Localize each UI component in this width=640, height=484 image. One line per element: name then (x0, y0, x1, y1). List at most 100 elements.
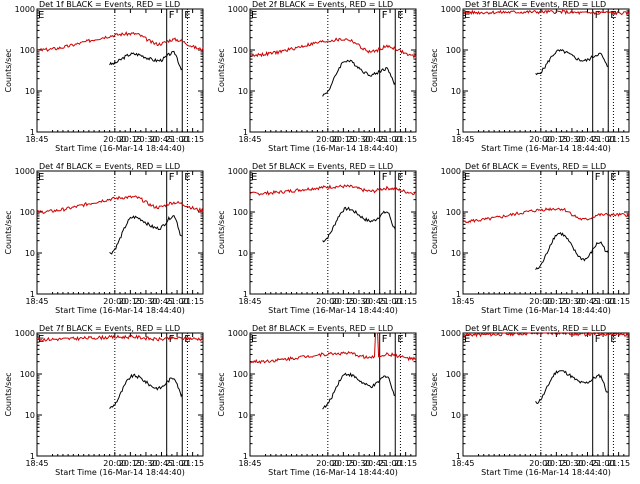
x-tick-label: 21:00 (592, 459, 615, 468)
y-axis-label: Counts/sec (4, 48, 13, 92)
x-tick-label: 18:45 (451, 297, 474, 306)
x-tick-label: 21:15 (394, 135, 417, 144)
y-axis-label: Counts/sec (4, 372, 13, 416)
chart-title: Det 1f BLACK = Events, RED = LLD (39, 0, 180, 9)
y-tick-label: 10 (25, 411, 35, 420)
chart-panel-9: Det 9f BLACK = Events, RED = LLD 1 10 100 10… (430, 324, 630, 477)
x-tick-label: 20:15 (332, 459, 355, 468)
x-tick-label: 20:45 (150, 459, 173, 468)
x-tick-label: 18:45 (238, 297, 261, 306)
x-tick-label: 20:15 (545, 459, 568, 468)
x-tick-label: 20:45 (150, 297, 173, 306)
y-tick-label: 100 (233, 370, 248, 379)
x-tick-label: 18:45 (238, 135, 261, 144)
x-axis-label: Start Time (16-Mar-14 18:44:40) (268, 144, 398, 153)
y-tick-label: 1000 (228, 5, 248, 14)
y-tick-label: 100 (446, 46, 461, 55)
chart-panel-5: Det 5f BLACK = Events, RED = LLD 1 10 100 10… (217, 162, 417, 315)
chart-panel-7: Det 7f BLACK = Events, RED = LLD 1 10 100 10… (4, 324, 204, 477)
y-tick-label: 100 (233, 208, 248, 217)
y-tick-label: 1 (243, 290, 248, 299)
plot-frame (462, 8, 630, 133)
series-line-events (535, 48, 609, 76)
x-tick-label: 20:00 (529, 297, 552, 306)
chart-panel-6: Det 6f BLACK = Events, RED = LLD 1 10 100 10… (430, 162, 630, 315)
y-tick-label: 10 (451, 249, 461, 258)
x-tick-label: 18:45 (238, 459, 261, 468)
chart-panel-2: Det 2f BLACK = Events, RED = LLD 1 10 100 10… (217, 0, 417, 153)
corner-marker-label: E (464, 10, 470, 21)
corner-marker-label: E (251, 10, 257, 21)
y-tick-label: 1000 (441, 329, 461, 338)
y-tick-label: 10 (238, 411, 248, 420)
x-tick-label: 20:00 (103, 135, 126, 144)
x-tick-label: 21:00 (592, 135, 615, 144)
series-line-lld (249, 332, 417, 365)
series-line-lld (36, 334, 204, 342)
chart-title: Det 2f BLACK = Events, RED = LLD (252, 0, 393, 9)
plot-frame (462, 170, 630, 295)
x-tick-label: 21:15 (607, 297, 630, 306)
y-tick-label: 1000 (15, 329, 35, 338)
y-axis-label: Counts/sec (217, 210, 226, 254)
x-tick-label: 21:00 (379, 135, 402, 144)
series-line-events (535, 232, 609, 270)
y-tick-label: 10 (238, 249, 248, 258)
x-tick-label: 20:00 (316, 459, 339, 468)
y-tick-label: 10 (238, 87, 248, 96)
marker-label-F: F (382, 172, 388, 183)
x-tick-label: 20:00 (316, 297, 339, 306)
chart-title: Det 5f BLACK = Events, RED = LLD (252, 162, 393, 171)
y-axis-label: Counts/sec (430, 372, 439, 416)
y-tick-label: 10 (25, 87, 35, 96)
series-line-events (109, 50, 183, 71)
x-axis-label: Start Time (16-Mar-14 18:44:40) (268, 306, 398, 315)
y-tick-label: 10 (451, 87, 461, 96)
corner-marker-label: E (464, 334, 470, 345)
x-tick-label: 21:00 (379, 297, 402, 306)
x-tick-label: 20:45 (363, 297, 386, 306)
y-tick-label: 1000 (15, 5, 35, 14)
marker-label-F: F (169, 334, 175, 345)
y-axis-label: Counts/sec (4, 210, 13, 254)
y-axis-label: Counts/sec (217, 372, 226, 416)
x-tick-label: 21:15 (181, 135, 204, 144)
x-tick-label: 20:30 (347, 135, 370, 144)
corner-marker-label: E (38, 10, 44, 21)
x-axis-label: Start Time (16-Mar-14 18:44:40) (55, 468, 185, 477)
x-tick-label: 20:30 (347, 297, 370, 306)
corner-marker-label: E (251, 172, 257, 183)
plot-frame (36, 170, 204, 295)
series-line-events (322, 372, 396, 410)
marker-label-F: F (382, 334, 388, 345)
y-axis-label: Counts/sec (430, 210, 439, 254)
x-tick-label: 21:15 (394, 459, 417, 468)
corner-marker-label: E (464, 172, 470, 183)
chart-title: Det 7f BLACK = Events, RED = LLD (39, 324, 180, 333)
series-line-lld (462, 9, 630, 16)
x-tick-label: 20:45 (363, 459, 386, 468)
marker-label-F: F (595, 172, 601, 183)
x-tick-label: 21:00 (592, 297, 615, 306)
series-line-events (535, 370, 609, 404)
marker-label-E: E (397, 10, 403, 21)
corner-marker-label: E (251, 334, 257, 345)
y-tick-label: 1 (30, 452, 35, 461)
y-tick-label: 1 (456, 452, 461, 461)
y-tick-label: 100 (20, 208, 35, 217)
x-axis-label: Start Time (16-Mar-14 18:44:40) (481, 144, 611, 153)
y-tick-label: 100 (446, 370, 461, 379)
series-line-lld (36, 31, 204, 52)
x-tick-label: 20:30 (134, 459, 157, 468)
marker-label-E: E (184, 10, 190, 21)
y-tick-label: 100 (20, 46, 35, 55)
chart-title: Det 3f BLACK = Events, RED = LLD (465, 0, 606, 9)
chart-panel-8: Det 8f BLACK = Events, RED = LLD 1 10 100 10… (217, 324, 417, 477)
y-axis-label: Counts/sec (430, 48, 439, 92)
marker-label-F: F (595, 10, 601, 21)
x-tick-label: 21:15 (394, 297, 417, 306)
x-axis-label: Start Time (16-Mar-14 18:44:40) (481, 468, 611, 477)
x-tick-label: 20:30 (560, 459, 583, 468)
